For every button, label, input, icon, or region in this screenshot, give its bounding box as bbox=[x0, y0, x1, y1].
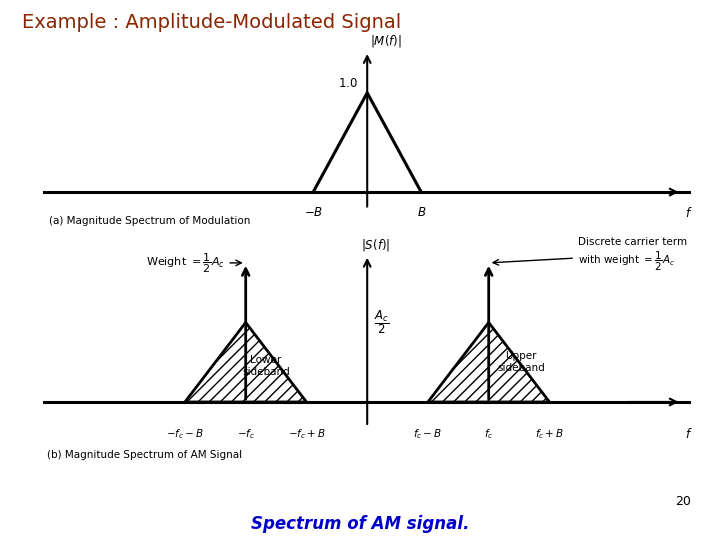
Text: (a) Magnitude Spectrum of Modulation: (a) Magnitude Spectrum of Modulation bbox=[49, 216, 250, 226]
Text: $\dfrac{A_c}{2}$: $\dfrac{A_c}{2}$ bbox=[374, 308, 390, 336]
Polygon shape bbox=[185, 322, 307, 402]
Text: Spectrum of AM signal.: Spectrum of AM signal. bbox=[251, 515, 469, 533]
Text: $f_c+B$: $f_c+B$ bbox=[535, 427, 564, 441]
Text: $f$: $f$ bbox=[685, 206, 693, 220]
Text: $-f_c$: $-f_c$ bbox=[237, 427, 255, 441]
Text: $B$: $B$ bbox=[417, 206, 426, 219]
Text: Weight $=\dfrac{1}{2}A_c$: Weight $=\dfrac{1}{2}A_c$ bbox=[145, 251, 241, 275]
Text: $-f_c-B$: $-f_c-B$ bbox=[166, 427, 204, 441]
Text: Discrete carrier term
with weight $=\dfrac{1}{2}A_c$: Discrete carrier term with weight $=\dfr… bbox=[493, 237, 687, 273]
Text: Upper
sideband: Upper sideband bbox=[498, 352, 545, 373]
Text: $f_c$: $f_c$ bbox=[484, 427, 493, 441]
Text: $|S(f)|$: $|S(f)|$ bbox=[361, 237, 390, 253]
Text: $-B$: $-B$ bbox=[304, 206, 323, 219]
Text: 20: 20 bbox=[675, 495, 691, 508]
Text: $-f_c+B$: $-f_c+B$ bbox=[287, 427, 325, 441]
Text: $1.0$: $1.0$ bbox=[338, 77, 359, 90]
Text: (b) Magnitude Spectrum of AM Signal: (b) Magnitude Spectrum of AM Signal bbox=[48, 450, 243, 460]
Text: $|M(f)|$: $|M(f)|$ bbox=[370, 33, 402, 49]
Text: Lower
sideband: Lower sideband bbox=[242, 355, 290, 377]
Polygon shape bbox=[428, 322, 549, 402]
Text: $f$: $f$ bbox=[685, 427, 693, 441]
Text: $f_c-B$: $f_c-B$ bbox=[413, 427, 443, 441]
Text: Example : Amplitude-Modulated Signal: Example : Amplitude-Modulated Signal bbox=[22, 14, 401, 32]
